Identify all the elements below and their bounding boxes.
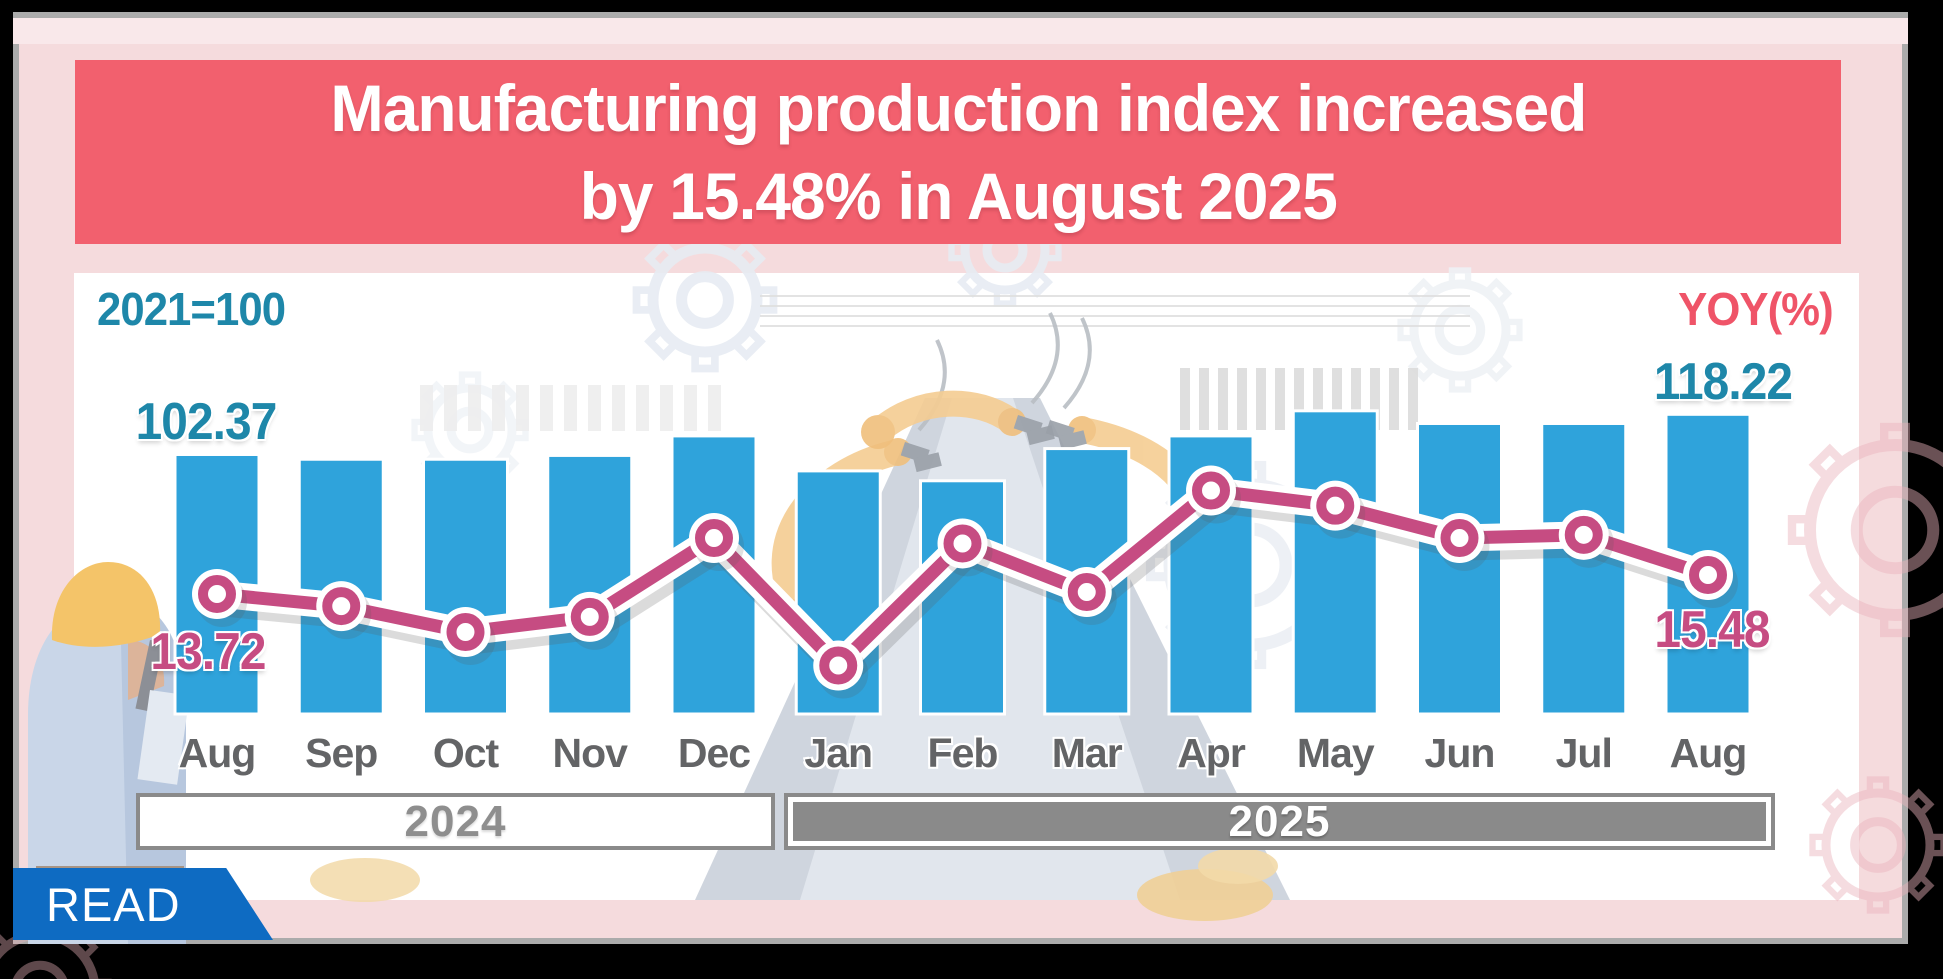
year-band-2024: 2024	[136, 793, 775, 850]
yoy-axis-note: YOY(%)	[1678, 283, 1834, 335]
month-label-aug-0: Aug	[178, 730, 257, 776]
last-point-value-label: 15.48	[1654, 601, 1770, 659]
month-label-may-9: May	[1296, 730, 1375, 776]
month-label-oct-2: Oct	[432, 730, 499, 776]
month-label-aug-12: Aug	[1669, 730, 1748, 776]
month-label-jun-10: Jun	[1424, 730, 1496, 776]
read-button-label: READ	[46, 877, 181, 931]
index-axis-note: 2021=100	[97, 283, 286, 335]
last-bar-value-label: 118.22	[1653, 353, 1793, 411]
title-banner: Manufacturing production index increased…	[75, 60, 1841, 244]
title-line-1: Manufacturing production index increased	[330, 71, 1587, 145]
month-label-jul-11: Jul	[1555, 730, 1613, 776]
month-label-dec-4: Dec	[677, 730, 751, 776]
month-label-mar-7: Mar	[1051, 730, 1123, 776]
card-top-strip	[13, 18, 1908, 44]
month-label-apr-8: Apr	[1177, 730, 1246, 776]
first-bar-value-label: 102.37	[135, 393, 278, 451]
year-band-2025: 2025	[784, 793, 1775, 850]
month-label-feb-6: Feb	[927, 730, 999, 776]
title-line-2: by 15.48% in August 2025	[579, 159, 1337, 233]
month-label-jan-5: Jan	[804, 730, 873, 776]
month-label-sep-1: Sep	[305, 730, 378, 776]
first-point-value-label: 13.72	[150, 623, 266, 681]
month-label-nov-3: Nov	[552, 730, 628, 776]
